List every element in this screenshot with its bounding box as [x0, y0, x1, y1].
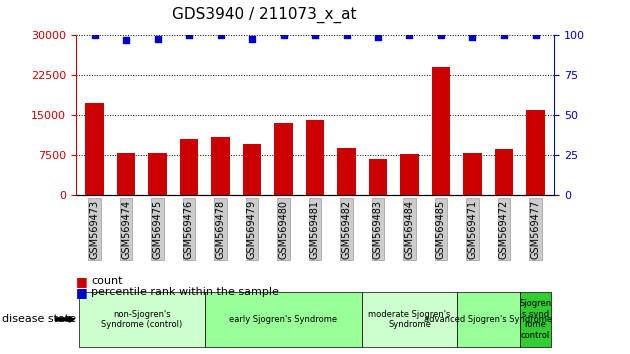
Text: count: count: [91, 276, 123, 286]
Point: [404, 33, 415, 38]
Point: [247, 36, 257, 41]
Bar: [432, 67, 450, 195]
Point: [341, 33, 352, 38]
Bar: [274, 123, 293, 195]
Point: [278, 33, 289, 38]
Text: disease state: disease state: [2, 314, 76, 324]
Text: advanced Sjogren's Syndrome: advanced Sjogren's Syndrome: [424, 315, 553, 324]
Point: [373, 34, 383, 40]
Point: [89, 33, 100, 38]
Text: percentile rank within the sample: percentile rank within the sample: [91, 287, 279, 297]
Point: [499, 33, 509, 38]
Point: [215, 33, 226, 38]
Bar: [117, 153, 135, 195]
Bar: [180, 139, 198, 195]
Text: non-Sjogren's
Syndrome (control): non-Sjogren's Syndrome (control): [101, 310, 182, 329]
Bar: [148, 153, 167, 195]
Point: [184, 33, 194, 38]
Bar: [306, 120, 324, 195]
Bar: [211, 137, 230, 195]
Bar: [243, 144, 261, 195]
Text: moderate Sjogren's
Syndrome: moderate Sjogren's Syndrome: [369, 310, 450, 329]
Text: Sjogren
s synd
rome
control: Sjogren s synd rome control: [520, 299, 551, 339]
Point: [530, 33, 541, 38]
Point: [152, 36, 163, 41]
Text: early Sjogren's Syndrome: early Sjogren's Syndrome: [229, 315, 338, 324]
Bar: [400, 154, 419, 195]
Text: GDS3940 / 211073_x_at: GDS3940 / 211073_x_at: [173, 7, 357, 23]
Bar: [85, 103, 104, 195]
Point: [436, 33, 446, 38]
Text: ■: ■: [76, 275, 88, 288]
Text: ■: ■: [76, 286, 88, 298]
Point: [310, 33, 320, 38]
Bar: [495, 149, 513, 195]
Point: [121, 37, 131, 43]
Bar: [463, 153, 482, 195]
Bar: [526, 110, 545, 195]
Bar: [337, 148, 356, 195]
Point: [467, 34, 478, 40]
Bar: [369, 159, 387, 195]
